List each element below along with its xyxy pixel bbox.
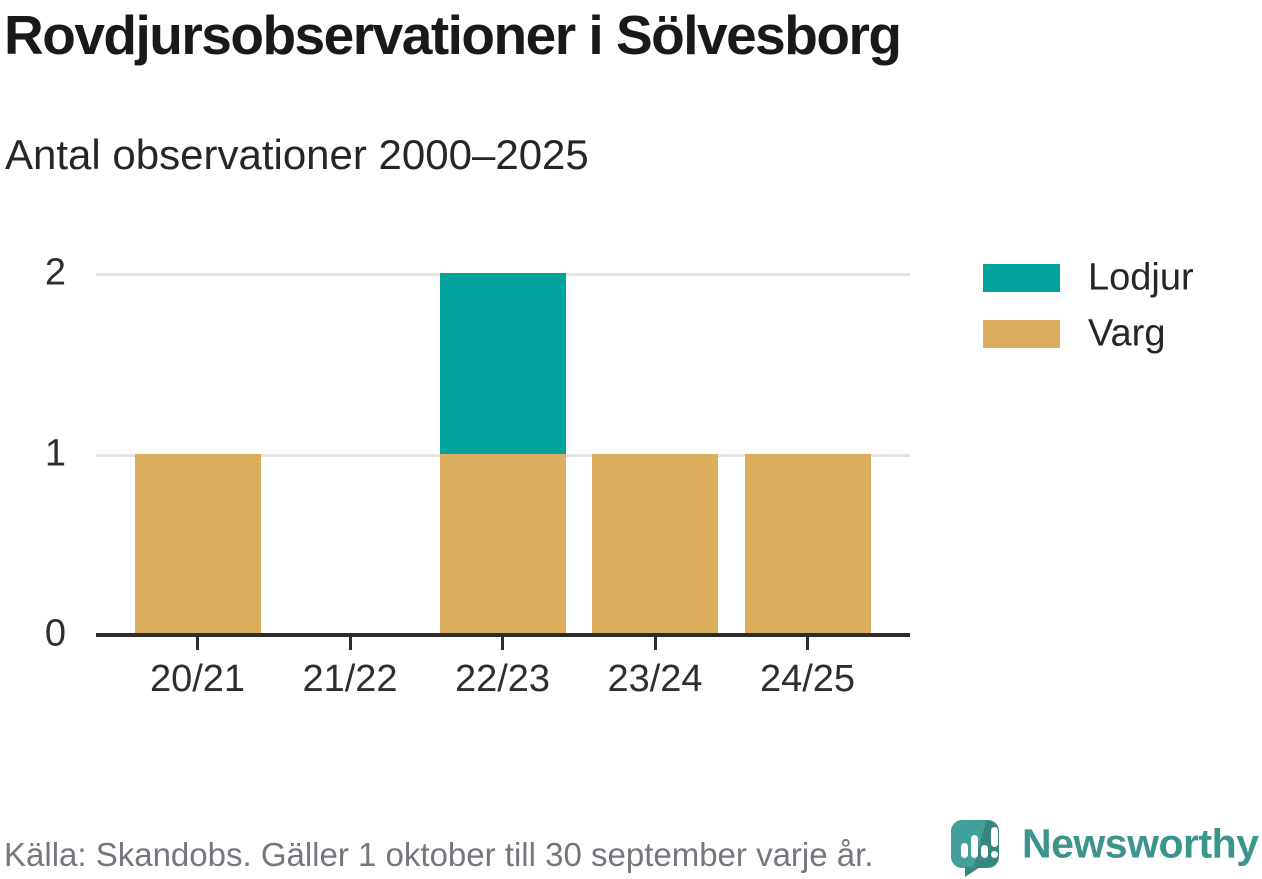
logo-bar-icon — [971, 835, 978, 858]
x-tick-23-24 — [653, 637, 657, 650]
legend-swatch-lodjur — [983, 264, 1060, 292]
bar-20-21-varg — [134, 454, 261, 635]
x-tick-label-23-24: 23/24 — [607, 658, 703, 700]
legend-swatch-varg — [983, 320, 1060, 348]
logo-bubble-tail — [965, 867, 980, 877]
legend-label-lodjur: Lodjur — [1088, 256, 1194, 299]
logo-bar-icon — [981, 845, 988, 858]
x-tick-label-21-22: 21/22 — [302, 658, 398, 700]
newsworthy-logo: Newsworthy — [951, 820, 1262, 877]
x-tick-24-25 — [806, 637, 809, 650]
x-axis-line — [96, 633, 910, 637]
x-tick-label-22-23: 22/23 — [454, 658, 551, 700]
newsworthy-bubble-icon — [951, 820, 999, 868]
x-tick-label-24-25: 24/25 — [759, 658, 856, 700]
x-tick-20-21 — [196, 637, 199, 650]
brand-name: Newsworthy — [1022, 820, 1259, 867]
bar-22-23-lodjur — [439, 273, 566, 454]
x-tick-22-23 — [501, 637, 504, 650]
logo-exclamation-dot-icon — [991, 851, 998, 858]
y-tick-label-2: 2 — [44, 251, 66, 294]
y-tick-label-1: 1 — [44, 432, 66, 475]
bar-24-25-varg — [744, 454, 871, 635]
chart-title: Rovdjursobservationer i Sölvesborg — [4, 4, 902, 66]
bar-22-23-varg — [439, 454, 566, 635]
x-tick-21-22 — [348, 637, 352, 650]
logo-exclamation-icon — [991, 827, 998, 847]
plot-area — [96, 273, 910, 635]
y-tick-label-0: 0 — [44, 612, 66, 655]
logo-bar-icon — [961, 843, 968, 858]
bar-23-24-varg — [592, 454, 718, 635]
source-note: Källa: Skandobs. Gäller 1 oktober till 3… — [4, 836, 874, 873]
chart-subtitle: Antal observationer 2000–2025 — [5, 131, 589, 178]
x-tick-label-20-21: 20/21 — [149, 658, 246, 700]
legend-label-varg: Varg — [1088, 312, 1166, 355]
